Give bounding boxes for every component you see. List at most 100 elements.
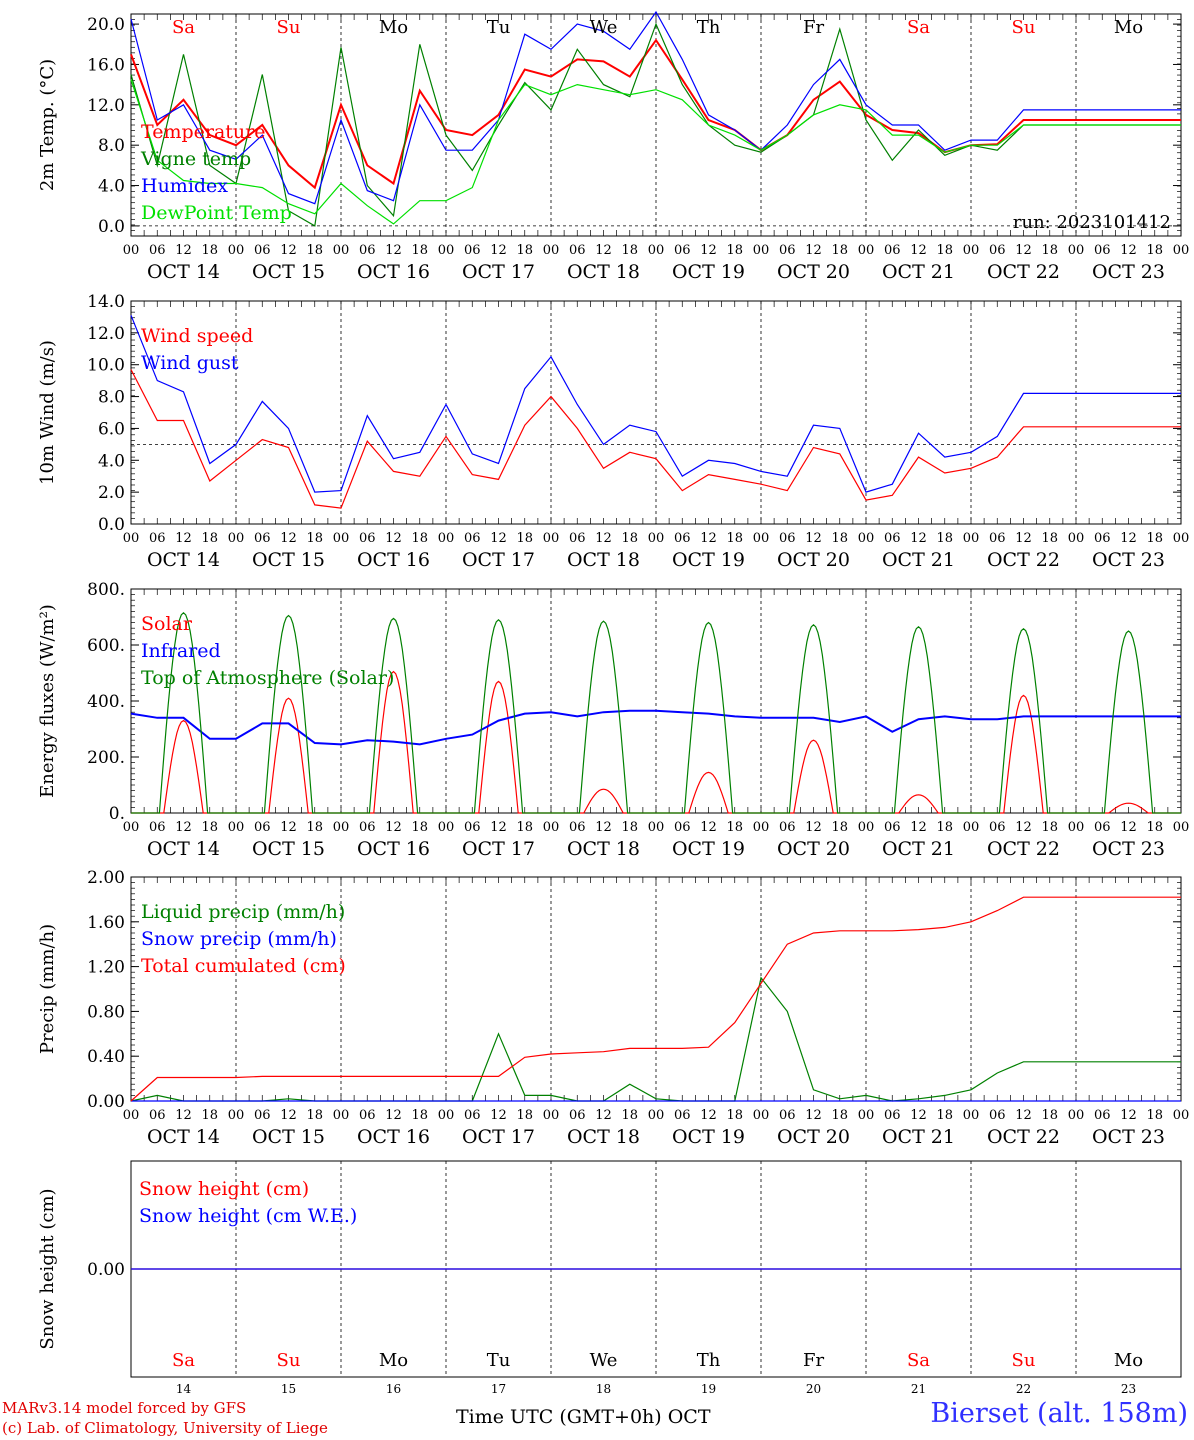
- hour-tick-label: 06: [1094, 531, 1111, 546]
- y-tick-label: 20.0: [87, 15, 125, 35]
- hour-tick-label: 06: [779, 531, 796, 546]
- hour-tick-label: 00: [543, 1108, 560, 1123]
- date-label: OCT 23: [1092, 838, 1165, 860]
- y-tick-label: 8.0: [98, 388, 125, 408]
- y-axis-label: Snow height (cm): [37, 1188, 58, 1349]
- hour-tick-label: 06: [359, 1108, 376, 1123]
- legend-entry: Wind gust: [141, 352, 239, 374]
- hour-tick-label: 06: [149, 820, 166, 835]
- hour-tick-label: 12: [280, 243, 297, 258]
- hour-tick-label: 18: [516, 1108, 533, 1123]
- hour-tick-label: 12: [700, 243, 717, 258]
- legend-entry: Wind speed: [141, 325, 253, 347]
- hour-tick-label: 06: [1094, 243, 1111, 258]
- y-tick-label: 16.0: [87, 55, 125, 75]
- series-line-dewpoint-temp: [130, 79, 1181, 225]
- weekday-label: Sa: [172, 1350, 195, 1371]
- day-number-label: 15: [281, 1382, 296, 1395]
- hour-tick-label: 00: [648, 243, 665, 258]
- series-line-wind-gust: [130, 315, 1181, 493]
- legend-entry: Snow height (cm): [139, 1178, 309, 1200]
- y-tick-label: 200.: [87, 748, 125, 768]
- date-label: OCT 17: [462, 261, 535, 283]
- hour-tick-label: 12: [700, 1108, 717, 1123]
- hour-tick-label: 18: [621, 531, 638, 546]
- date-label: OCT 22: [987, 549, 1060, 571]
- hour-tick-label: 00: [1173, 820, 1190, 835]
- y-tick-label: 400.: [87, 692, 125, 712]
- hour-tick-label: 00: [333, 820, 350, 835]
- weekday-label: We: [590, 17, 618, 38]
- hour-tick-label: 06: [464, 243, 481, 258]
- hour-tick-label: 12: [175, 531, 192, 546]
- hour-tick-label: 12: [490, 531, 507, 546]
- legend-entry: Solar: [141, 613, 193, 635]
- hour-tick-label: 00: [228, 531, 245, 546]
- date-label: OCT 19: [672, 838, 745, 860]
- y-tick-label: 6.0: [98, 419, 125, 439]
- weekday-label: Mo: [379, 17, 408, 38]
- hour-tick-label: 12: [490, 820, 507, 835]
- hour-tick-label: 00: [333, 243, 350, 258]
- hour-tick-label: 06: [149, 1108, 166, 1123]
- hour-tick-label: 00: [963, 820, 980, 835]
- day-number-label: 21: [911, 1382, 926, 1395]
- hour-tick-label: 00: [123, 531, 140, 546]
- date-label: OCT 20: [777, 549, 850, 571]
- series-line-temperature: [130, 38, 1181, 190]
- hour-tick-label: 18: [1041, 243, 1058, 258]
- hour-tick-label: 18: [516, 243, 533, 258]
- weekday-label: We: [590, 1350, 618, 1371]
- y-tick-label: 12.0: [87, 96, 125, 116]
- y-tick-label: 0.80: [87, 1002, 125, 1022]
- hour-tick-label: 00: [1173, 531, 1190, 546]
- hour-tick-label: 06: [464, 1108, 481, 1123]
- day-number-label: 16: [386, 1382, 401, 1395]
- hour-tick-label: 00: [963, 243, 980, 258]
- hour-tick-label: 00: [1068, 531, 1085, 546]
- hour-tick-label: 18: [726, 820, 743, 835]
- y-tick-label: 1.20: [87, 958, 125, 978]
- weekday-label: Su: [277, 17, 301, 38]
- model-credit-line2: (c) Lab. of Climatology, University of L…: [2, 1419, 328, 1437]
- hour-tick-label: 18: [936, 1108, 953, 1123]
- hour-tick-label: 06: [989, 1108, 1006, 1123]
- date-label: OCT 23: [1092, 1126, 1165, 1148]
- y-tick-label: 0.: [109, 804, 125, 824]
- legend-entry: Temperature: [141, 121, 265, 143]
- hour-tick-label: 18: [306, 820, 323, 835]
- hour-tick-label: 12: [385, 243, 402, 258]
- hour-tick-label: 12: [595, 243, 612, 258]
- weekday-label: Tu: [487, 1350, 511, 1371]
- station-label: Bierset (alt. 158m): [930, 1398, 1188, 1429]
- hour-tick-label: 00: [228, 820, 245, 835]
- hour-tick-label: 12: [910, 243, 927, 258]
- hour-tick-label: 00: [1173, 1108, 1190, 1123]
- hour-tick-label: 06: [359, 820, 376, 835]
- hour-tick-label: 00: [648, 1108, 665, 1123]
- series-line-humidex: [130, 10, 1181, 205]
- date-label: OCT 18: [567, 261, 640, 283]
- hour-tick-label: 00: [963, 531, 980, 546]
- date-label: OCT 23: [1092, 549, 1165, 571]
- y-tick-label: 12.0: [87, 324, 125, 344]
- date-label: OCT 18: [567, 549, 640, 571]
- weekday-label: Th: [697, 1350, 721, 1371]
- day-number-label: 17: [491, 1382, 506, 1395]
- series-line-vigne-temp: [130, 22, 1181, 227]
- weekday-label: Su: [1012, 1350, 1036, 1371]
- hour-tick-label: 12: [1015, 531, 1032, 546]
- legend-entry: DewPoint Temp: [141, 202, 292, 224]
- legend-entry: Snow height (cm W.E.): [139, 1205, 357, 1227]
- hour-tick-label: 12: [910, 1108, 927, 1123]
- hour-tick-label: 00: [438, 243, 455, 258]
- legend-entry: Liquid precip (mm/h): [141, 901, 345, 923]
- y-tick-label: 4.0: [98, 177, 125, 197]
- run-label: run: 2023101412: [1013, 212, 1171, 233]
- hour-tick-label: 18: [411, 531, 428, 546]
- date-label: OCT 16: [357, 549, 430, 571]
- series-line-liquid-precip-mm-h-: [130, 976, 1181, 1102]
- date-label: OCT 15: [252, 838, 325, 860]
- hour-tick-label: 18: [411, 243, 428, 258]
- y-tick-label: 0.40: [87, 1047, 125, 1067]
